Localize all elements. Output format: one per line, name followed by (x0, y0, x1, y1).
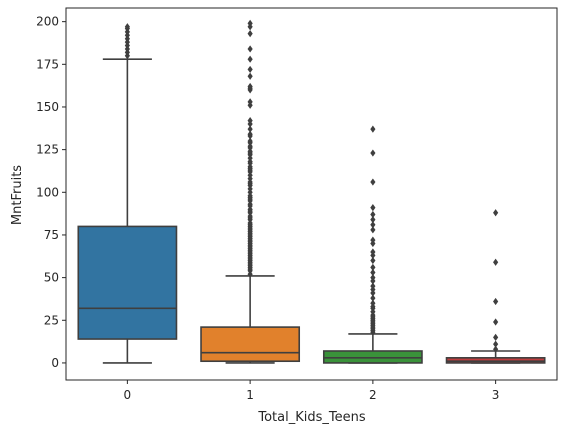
plot-frame (65, 7, 558, 381)
outlier-point (370, 149, 376, 157)
x-axis-label: Total_Kids_Teens (257, 410, 365, 425)
outlier-point (370, 282, 376, 290)
box-group-2 (322, 125, 423, 364)
outlier-point (247, 72, 253, 80)
y-axis: 0 25 50 75 100 125 150 175 200 (36, 15, 66, 370)
y-tick-label: 25 (44, 313, 59, 327)
outlier-point (370, 274, 376, 282)
outlier-point (247, 137, 253, 145)
box-iqr (200, 326, 301, 363)
outlier-point (247, 82, 253, 91)
outlier-point (370, 299, 376, 307)
outlier-point (370, 268, 376, 277)
x-tick-label: 2 (369, 388, 377, 402)
box-iqr (445, 357, 546, 364)
outlier-point (247, 98, 253, 106)
outlier-point (370, 178, 376, 186)
y-tick-label: 100 (36, 185, 59, 199)
outlier-point (247, 45, 253, 53)
outlier-point (124, 23, 130, 31)
x-tick-label: 0 (124, 388, 132, 402)
outlier-point (370, 204, 376, 212)
y-tick-label: 0 (51, 356, 59, 370)
outlier-point (247, 29, 253, 38)
box-iqr (77, 225, 178, 340)
outlier-point (370, 215, 376, 224)
y-tick-label: 50 (44, 271, 59, 285)
x-tick-label: 3 (492, 388, 500, 402)
outlier-point (370, 263, 376, 271)
outlier-point (493, 340, 499, 348)
outlier-point (247, 55, 253, 63)
box-group-0 (77, 23, 178, 364)
y-tick-label: 150 (36, 100, 59, 114)
y-tick-label: 125 (36, 143, 59, 157)
y-tick-label: 175 (36, 57, 59, 71)
outlier-point (370, 125, 376, 133)
outlier-point (247, 65, 253, 74)
outlier-point (370, 248, 376, 256)
outlier-point (493, 297, 499, 306)
y-tick-label: 200 (36, 15, 59, 29)
outlier-point (247, 130, 253, 138)
outlier-point (370, 236, 376, 244)
outlier-point (370, 226, 376, 234)
x-axis: 0 1 2 3 (124, 380, 500, 402)
box-iqr (322, 350, 423, 364)
y-tick-label: 75 (44, 228, 59, 242)
y-axis-label: MntFruits (10, 165, 25, 225)
outlier-point (370, 294, 376, 302)
outlier-point (493, 258, 499, 266)
outlier-point (247, 125, 253, 133)
box-group-3 (445, 209, 546, 364)
outlier-point (493, 345, 499, 353)
outlier-point (247, 19, 253, 27)
outlier-point (247, 117, 253, 125)
box-plot-area (77, 19, 546, 364)
outlier-point (493, 209, 499, 217)
outlier-point (493, 333, 499, 341)
outlier-point (493, 318, 499, 326)
outlier-point (370, 221, 376, 229)
box-group-1 (200, 19, 301, 364)
outlier-point (370, 256, 376, 265)
outlier-point (370, 210, 376, 219)
x-tick-label: 1 (246, 388, 254, 402)
